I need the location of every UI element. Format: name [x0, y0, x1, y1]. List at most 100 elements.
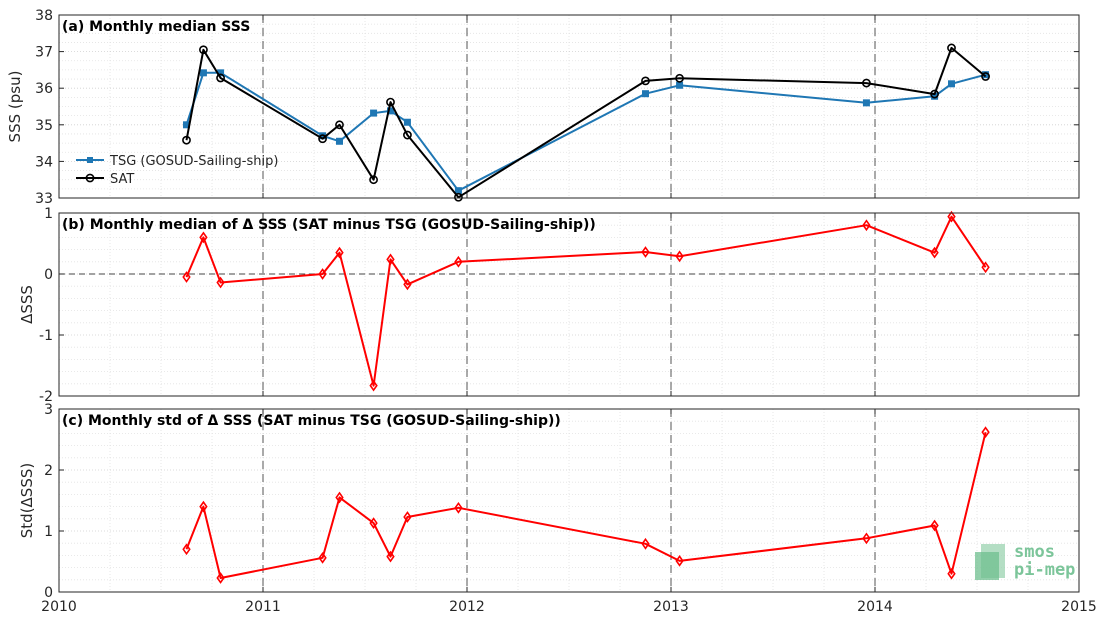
y-tick-label: -1: [39, 328, 53, 344]
data-point: [199, 500, 208, 513]
legend-swatch-marker: [85, 173, 95, 183]
data-point: [216, 572, 225, 584]
y-tick-label: 33: [35, 191, 53, 207]
y-tick-label: 35: [35, 118, 53, 134]
data-point: [676, 81, 684, 89]
data-point: [199, 231, 208, 244]
data-point: [947, 43, 956, 53]
panel-b: -2 -1 0 1 ΔSSS (b) Monthly median of Δ SSS (S…: [18, 206, 1080, 405]
data-point: [369, 379, 378, 392]
legend-entry-label: TSG (GOSUD-Sailing-ship): [109, 154, 278, 169]
data-point: [386, 253, 395, 266]
data-point: [403, 278, 412, 291]
data-point: [454, 501, 463, 514]
data-point: [981, 426, 990, 439]
plot-frame: [58, 212, 1080, 397]
y-axis-label: ΔSSS: [18, 285, 36, 324]
panel-c: 0 1 2 3 Std(ΔSSS) (c) Monthly std of Δ SSS (S…: [18, 402, 1080, 601]
y-tick-label: 0: [44, 267, 53, 283]
data-point: [318, 134, 327, 144]
data-point: [182, 135, 191, 145]
data-point: [454, 192, 463, 202]
legend-entry-label: SAT: [110, 172, 134, 187]
y-tick-label: 2: [44, 463, 53, 479]
panel-title: (b) Monthly median of Δ SSS (SAT minus T…: [62, 217, 596, 233]
data-point: [862, 219, 871, 232]
data-point: [335, 491, 344, 504]
y-tick-label: 34: [35, 154, 53, 170]
data-point: [930, 519, 939, 532]
smos-pi-mep-logo: smos pi-mep: [975, 542, 1075, 580]
data-point: [182, 271, 191, 283]
legend-swatch-marker: [87, 157, 93, 163]
data-point: [386, 550, 395, 563]
series-line-delta: [185, 215, 987, 387]
x-tick-label: 2010: [41, 599, 77, 615]
data-point: [675, 555, 684, 567]
data-point: [862, 532, 871, 545]
data-point: [454, 187, 462, 195]
plot-frame: [58, 14, 1080, 199]
data-point: [930, 89, 939, 99]
y-tick-label: 36: [35, 81, 53, 97]
y-tick-label: 1: [44, 206, 53, 222]
data-point: [948, 80, 955, 88]
x-tick-label: 2014: [857, 599, 893, 615]
data-point: [930, 246, 939, 259]
data-point: [370, 109, 378, 117]
data-point: [981, 72, 990, 81]
panel-a: 33 34 35 36 37 38 SSS (psu) (a) Monthly median …: [6, 8, 1080, 207]
data-point: [336, 137, 343, 145]
x-tick-label: 2013: [653, 599, 689, 615]
y-tick-label: 3: [44, 402, 53, 418]
x-tick-label: 2015: [1061, 599, 1097, 615]
x-tick-label: 2012: [449, 599, 485, 615]
data-point: [641, 537, 650, 550]
logo-mark-front: [975, 552, 999, 580]
data-point: [199, 69, 207, 77]
data-point: [386, 97, 395, 107]
data-point: [675, 250, 684, 263]
data-point: [947, 567, 956, 580]
data-point: [675, 73, 684, 83]
data-point: [642, 90, 649, 98]
data-point: [947, 210, 956, 223]
y-tick-label: -2: [39, 389, 53, 405]
data-point: [403, 118, 411, 126]
plot-frame: [58, 408, 1080, 593]
logo-text-bottom: pi-mep: [1014, 560, 1075, 580]
data-point: [403, 130, 412, 140]
y-tick-label: 1: [44, 524, 53, 540]
data-point: [335, 246, 344, 259]
y-axis-label: SSS (psu): [6, 71, 24, 143]
panel-title: (c) Monthly std of Δ SSS (SAT minus TSG …: [62, 413, 561, 429]
y-tick-label: 37: [35, 45, 53, 61]
x-tick-label: 2011: [245, 599, 281, 615]
logo-text-top: smos: [1014, 542, 1055, 562]
data-point: [641, 246, 650, 258]
panel-title: (a) Monthly median SSS: [62, 19, 250, 35]
series-line-sat: [185, 46, 987, 199]
data-point: [403, 511, 412, 523]
data-point: [216, 276, 225, 289]
data-point: [387, 107, 394, 115]
data-point: [641, 76, 650, 86]
data-point: [318, 551, 327, 564]
y-axis-label: Std(ΔSSS): [18, 463, 36, 538]
legend: TSG (GOSUD-Sailing-ship) SAT: [76, 154, 278, 187]
data-point: [182, 543, 191, 556]
data-point: [335, 120, 344, 130]
data-point: [454, 255, 463, 268]
data-point: [199, 45, 208, 55]
x-axis: 2010 2011 2012 2013 2014 2015: [41, 599, 1097, 615]
data-point: [862, 78, 871, 88]
series-line-delta: [185, 431, 987, 579]
y-tick-label: 38: [35, 8, 53, 24]
data-point: [216, 73, 225, 83]
data-point: [369, 517, 378, 529]
y-tick-label: 0: [44, 585, 53, 601]
data-point: [862, 99, 870, 107]
data-point: [369, 175, 378, 185]
data-point: [981, 261, 990, 274]
